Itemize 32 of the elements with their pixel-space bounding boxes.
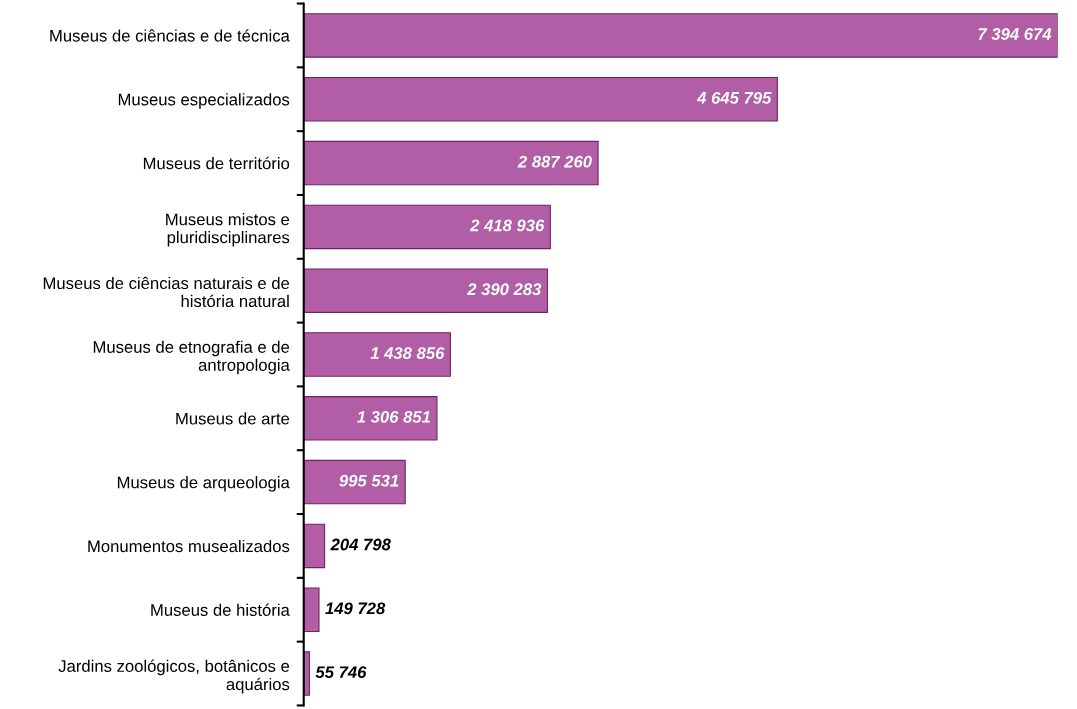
bar [303, 523, 326, 569]
data-label: 4 645 795 [696, 91, 772, 104]
bar [303, 459, 406, 505]
data-label: 1 438 856 [370, 347, 445, 359]
y-tick-label: Museus de ciências naturais e de história natural [43, 276, 290, 308]
bar [303, 77, 778, 122]
bar [303, 140, 599, 186]
data-label: 55 746 [315, 666, 367, 679]
y-tick-label: Museus de ciências e de técnica [50, 29, 290, 42]
data-label: 995 531 [339, 474, 399, 487]
bar [303, 204, 551, 250]
y-tick-label: Jardins zoológicos, botânicos e aquários [58, 659, 290, 694]
data-label: 2 887 260 [517, 155, 592, 168]
y-tick-label: Museus mistos e pluridisciplinares [166, 213, 290, 247]
data-label: 149 728 [325, 602, 386, 615]
y-tick-label: Museus especializados [118, 93, 290, 109]
bar [303, 268, 548, 313]
y-tick-label: Museus de história [151, 603, 290, 616]
data-label: 204 798 [330, 538, 391, 551]
y-tick-label: Museus de arqueologia [117, 476, 290, 492]
y-tick-label: Monumentos musealizados [88, 539, 290, 553]
bar [303, 396, 438, 441]
y-tick-label: Museus de etnografia e de antropologia [93, 340, 290, 375]
bar [303, 13, 1058, 58]
bar [303, 332, 451, 377]
y-tick-label: Museus de arte [176, 412, 290, 425]
y-tick-label: Museus de território [143, 156, 290, 170]
bar [303, 587, 320, 632]
data-label: 2 418 936 [469, 219, 545, 232]
data-label: 7 394 674 [978, 28, 1052, 40]
data-label: 2 390 283 [466, 283, 542, 296]
data-label: 1 306 851 [357, 410, 431, 423]
